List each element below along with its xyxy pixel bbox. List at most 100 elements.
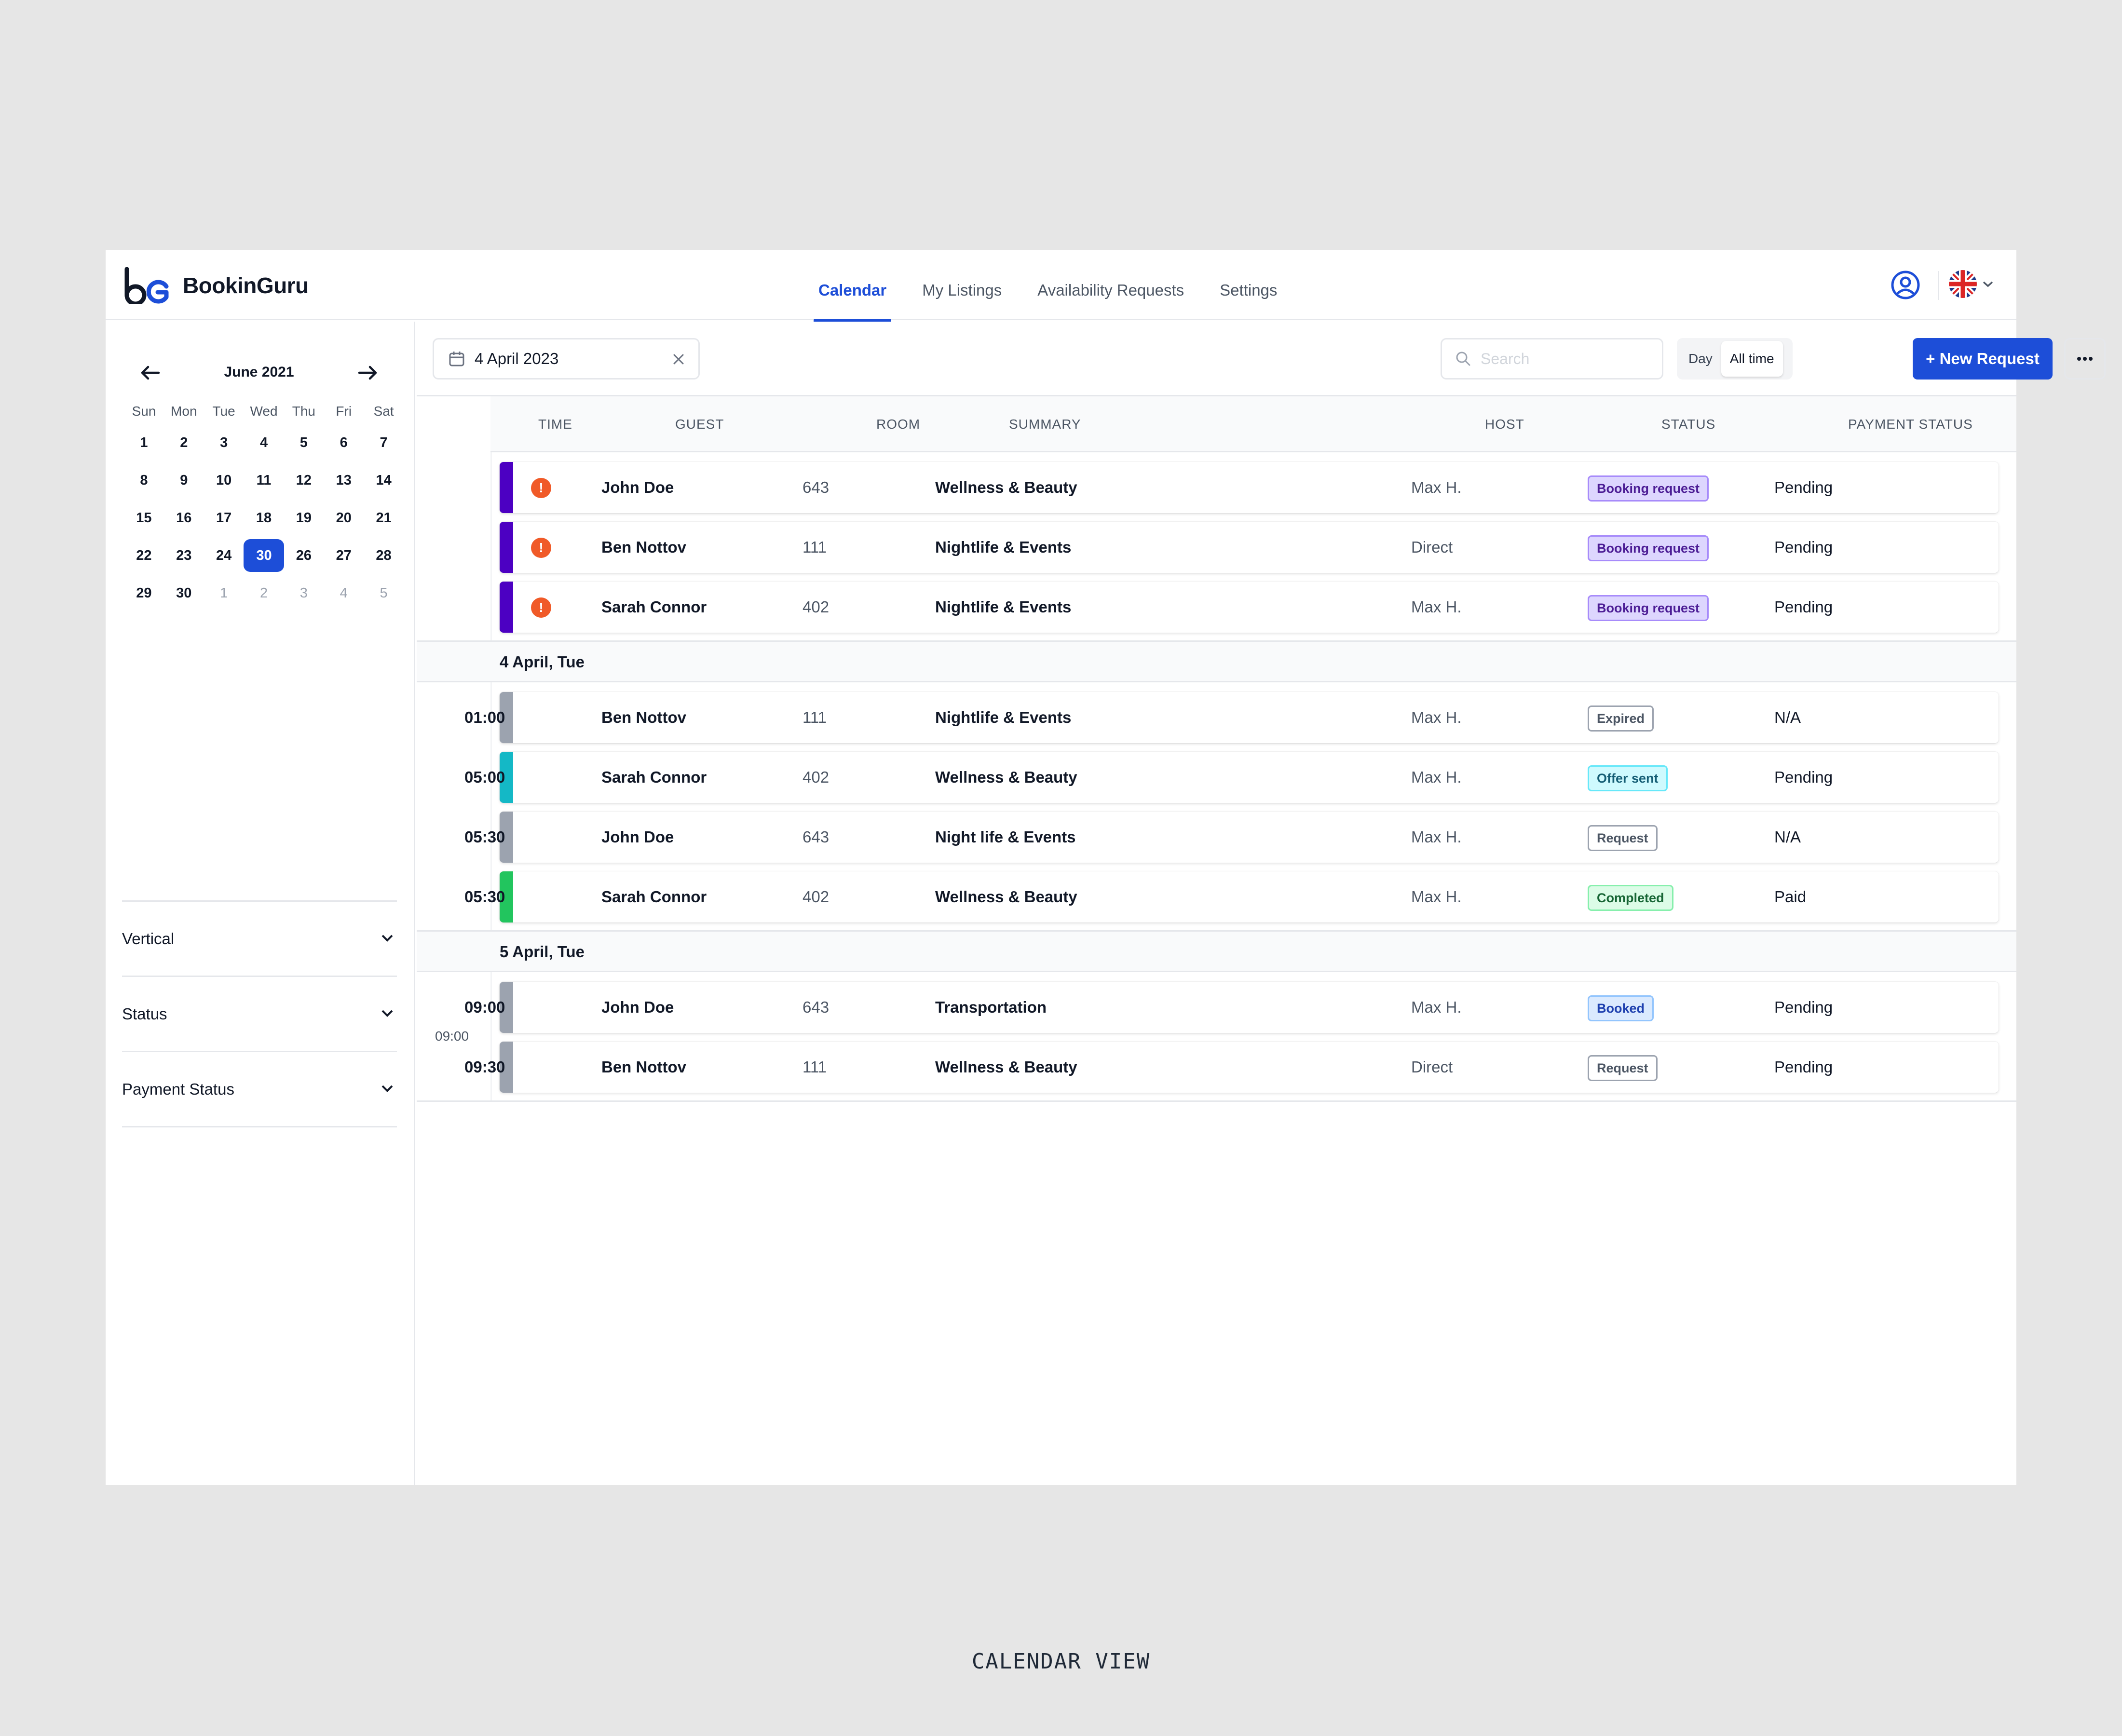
row-host: Max H. xyxy=(1411,708,1462,726)
row-host: Max H. xyxy=(1411,478,1462,496)
calendar-day[interactable]: 9 xyxy=(164,473,204,488)
calendar-day[interactable]: 20 xyxy=(324,510,364,526)
calendar-day[interactable]: 2 xyxy=(164,435,204,451)
table-row[interactable]: 05:00 Sarah Connor 402 Wellness & Beauty Max… xyxy=(464,752,1999,803)
row-summary: Wellness & Beauty xyxy=(935,1058,1077,1076)
calendar-day[interactable]: 1 xyxy=(204,585,244,601)
row-room: 111 xyxy=(803,1058,827,1076)
filter-label: Vertical xyxy=(122,930,175,948)
calendar-day[interactable]: 29 xyxy=(124,585,164,601)
time-gutter xyxy=(490,452,492,640)
calendar-day[interactable]: 28 xyxy=(364,548,404,564)
column-header-summary[interactable]: SUMMARY xyxy=(1009,417,1081,432)
calendar-day[interactable]: 5 xyxy=(364,585,404,601)
column-header-payment[interactable]: PAYMENT STATUS xyxy=(1848,417,1973,432)
filter-vertical[interactable]: Vertical xyxy=(122,902,397,977)
calendar-day[interactable]: 11 xyxy=(244,473,284,488)
nav-my-listings[interactable]: My Listings xyxy=(922,281,1002,299)
table-row[interactable]: 09:00 John Doe 643 Transportation Max H. Book… xyxy=(464,982,1999,1033)
calendar-day[interactable]: 24 xyxy=(204,548,244,564)
calendar-day[interactable]: 23 xyxy=(164,548,204,564)
column-header-room[interactable]: ROOM xyxy=(876,417,921,432)
calendar-day-selected[interactable]: 30 xyxy=(244,539,285,572)
calendar-day[interactable]: 3 xyxy=(284,585,324,601)
calendar-day[interactable]: 7 xyxy=(364,435,404,451)
row-payment-status: Pending xyxy=(1774,598,1833,616)
page-caption: CALENDAR VIEW xyxy=(971,1649,1151,1674)
table-row[interactable]: ! Sarah Connor 402 Nightlife & Events Max H.… xyxy=(500,582,1999,633)
logo[interactable]: BookinGuru xyxy=(122,267,309,304)
range-option-all-time[interactable]: All time xyxy=(1721,341,1783,377)
filter-status[interactable]: Status xyxy=(122,977,397,1052)
arrow-left-icon[interactable] xyxy=(139,362,161,383)
calendar-day[interactable]: 18 xyxy=(244,510,284,526)
calendar-day[interactable]: 5 xyxy=(284,435,324,451)
row-room: 402 xyxy=(803,888,830,906)
close-icon[interactable] xyxy=(672,353,685,366)
calendar-day[interactable]: 3 xyxy=(204,435,244,451)
nav-settings[interactable]: Settings xyxy=(1220,281,1278,299)
calendar-day-number: 18 xyxy=(256,510,272,526)
date-group: ! John Doe 643 Wellness & Beauty Max H. Booki… xyxy=(417,452,2016,642)
arrow-right-icon[interactable] xyxy=(357,362,379,383)
row-status-bar xyxy=(500,982,513,1033)
calendar-day[interactable]: 26 xyxy=(284,548,324,564)
calendar-day[interactable]: 22 xyxy=(124,548,164,564)
table-body: ! John Doe 643 Wellness & Beauty Max H. Booki… xyxy=(417,452,2016,1102)
table-row[interactable]: 05:30 Sarah Connor 402 Wellness & Beauty Max… xyxy=(464,871,1999,922)
calendar-day[interactable]: 8 xyxy=(124,473,164,488)
calendar-day[interactable]: 1 xyxy=(124,435,164,451)
calendar-day[interactable]: 4 xyxy=(244,435,284,451)
row-room: 402 xyxy=(803,768,830,786)
calendar-day-number: 10 xyxy=(216,472,232,488)
calendar-day[interactable]: 4 xyxy=(324,585,364,601)
language-selector[interactable] xyxy=(1949,270,1994,298)
date-group: 01:00 Ben Nottov 111 Nightlife & Events Max … xyxy=(417,682,2016,932)
row-status: Booking request xyxy=(1588,582,1709,633)
date-picker-field[interactable]: 4 April 2023 xyxy=(433,338,700,380)
calendar-day[interactable]: 15 xyxy=(124,510,164,526)
user-circle-icon[interactable] xyxy=(1890,270,1921,300)
column-header-guest[interactable]: GUEST xyxy=(675,417,724,432)
row-status: Booked xyxy=(1588,982,1654,1033)
chevron-down-icon xyxy=(381,935,393,942)
table-row[interactable]: 09:30 Ben Nottov 111 Wellness & Beauty Direc… xyxy=(464,1042,1999,1093)
column-header-time[interactable]: TIME xyxy=(538,417,572,432)
calendar-day[interactable]: 21 xyxy=(364,510,404,526)
time-gutter xyxy=(490,972,492,1100)
search-input[interactable] xyxy=(1481,350,1654,368)
more-options-button[interactable] xyxy=(2064,338,2106,380)
row-summary: Nightlife & Events xyxy=(935,708,1072,726)
calendar-day[interactable]: 6 xyxy=(324,435,364,451)
calendar-day[interactable]: 27 xyxy=(324,548,364,564)
table-row[interactable]: 05:30 John Doe 643 Night life & Events Max H… xyxy=(464,812,1999,863)
calendar-day[interactable]: 17 xyxy=(204,510,244,526)
calendar-day-number: 6 xyxy=(340,434,348,450)
table-row[interactable]: ! John Doe 643 Wellness & Beauty Max H. Booki… xyxy=(500,462,1999,513)
column-header-status[interactable]: STATUS xyxy=(1661,417,1716,432)
alert-icon: ! xyxy=(531,538,551,558)
range-option-day[interactable]: Day xyxy=(1688,351,1713,366)
calendar-day[interactable]: 14 xyxy=(364,473,404,488)
nav-calendar[interactable]: Calendar xyxy=(813,250,892,322)
table-row[interactable]: ! Ben Nottov 111 Nightlife & Events Direct Bo… xyxy=(500,522,1999,573)
column-header-host[interactable]: HOST xyxy=(1485,417,1524,432)
date-group-header: 5 April, Tue xyxy=(417,932,2016,972)
calendar-day[interactable]: 16 xyxy=(164,510,204,526)
row-status: Booking request xyxy=(1588,522,1709,573)
row-host: Direct xyxy=(1411,538,1453,556)
calendar-day-number: 13 xyxy=(336,472,352,488)
new-request-button[interactable]: + New Request xyxy=(1913,338,2053,380)
table-row[interactable]: 01:00 Ben Nottov 111 Nightlife & Events Max … xyxy=(464,692,1999,743)
calendar-day[interactable]: 2 xyxy=(244,585,284,601)
row-time: 05:30 xyxy=(464,888,505,906)
calendar-day[interactable]: 10 xyxy=(204,473,244,488)
status-badge: Request xyxy=(1588,1055,1658,1082)
calendar-day[interactable]: 13 xyxy=(324,473,364,488)
calendar-day[interactable]: 19 xyxy=(284,510,324,526)
nav-availability-requests[interactable]: Availability Requests xyxy=(1037,281,1184,299)
calendar-day[interactable]: 12 xyxy=(284,473,324,488)
mini-calendar-grid: Sun Mon Tue Wed Thu Fri Sat 1 2 3 4 5 6 7 8 9 10 11 12 13 14… xyxy=(124,399,404,612)
calendar-day[interactable]: 30 xyxy=(164,585,204,601)
filter-payment-status[interactable]: Payment Status xyxy=(122,1052,397,1127)
